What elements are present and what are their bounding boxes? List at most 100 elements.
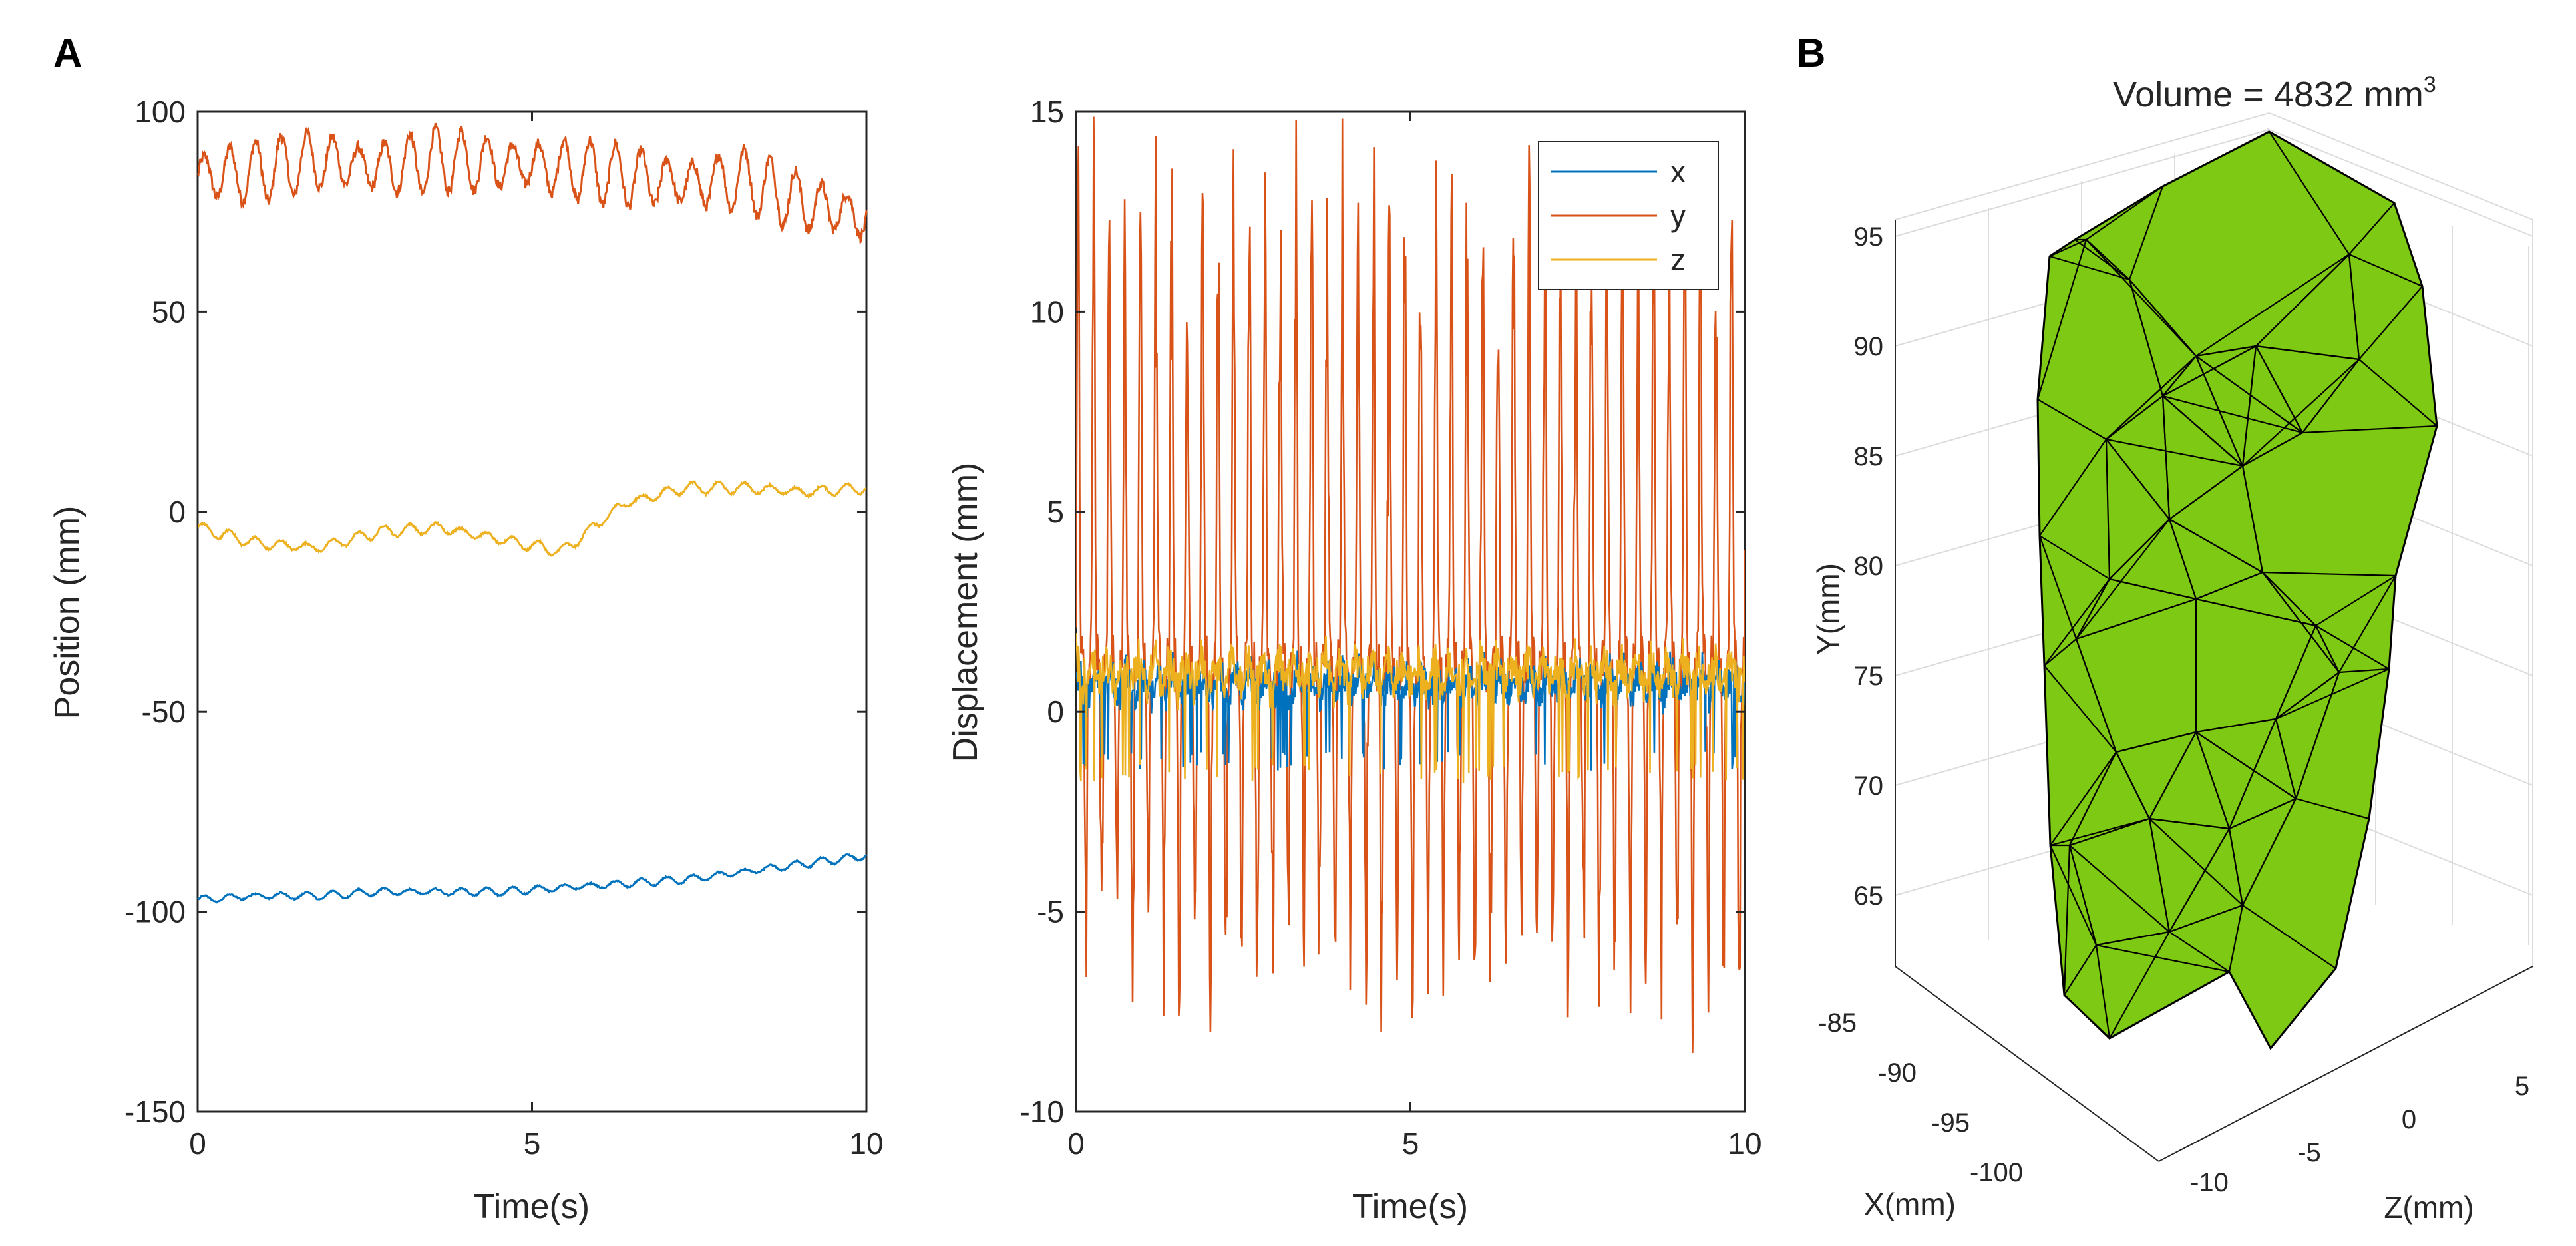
- position-xtick-label: 10: [849, 1126, 883, 1161]
- volume-title-text: Volume = 4832 mm: [2113, 75, 2424, 114]
- volume-mesh-edge: [2076, 578, 2110, 640]
- volume-mesh-edge: [2242, 905, 2336, 969]
- volume-mesh-edge: [2242, 359, 2360, 467]
- position-xtick-label: 0: [189, 1126, 206, 1161]
- displacement-series-group: [1076, 116, 1745, 1054]
- volume-mesh-edge: [2149, 818, 2243, 906]
- volume-mesh-edge: [2358, 286, 2423, 360]
- volume-mesh-edge: [2169, 519, 2263, 573]
- volume-mesh-edge: [2068, 845, 2098, 946]
- volume-mesh-edge: [2076, 519, 2170, 640]
- volume-y-label: Y(mm): [1811, 563, 1845, 655]
- displacement-xtick-label: 5: [1402, 1126, 1419, 1161]
- volume-mesh-edge: [2069, 845, 2170, 933]
- volume-mesh-edge: [2195, 731, 2231, 829]
- displacement-ytick-label: -5: [1037, 895, 1064, 929]
- volume-mesh-edge: [2269, 131, 2350, 255]
- volume-mesh-edge: [2044, 665, 2117, 753]
- position-ytick-label: -100: [124, 895, 186, 929]
- volume-ytick-label: 70: [1854, 771, 1884, 801]
- volume-mesh-edge: [2195, 731, 2297, 799]
- volume-mesh-edge: [2295, 672, 2340, 799]
- displacement-series-line-y: [1076, 116, 1745, 1054]
- volume-mesh-edge: [2044, 638, 2077, 666]
- displacement-ytick-label: 10: [1030, 294, 1064, 329]
- volume-mesh-edge: [2148, 818, 2171, 933]
- volume-mesh: [2036, 130, 2438, 1050]
- volume-mesh-edge: [2169, 904, 2243, 933]
- volume-mesh-edge: [2037, 399, 2107, 440]
- volume-mesh-edge: [2036, 239, 2088, 400]
- volume-mesh-edge: [2106, 438, 2243, 467]
- position-xtick-label: 5: [524, 1126, 541, 1161]
- volume-mesh-edge: [2096, 931, 2170, 946]
- volume-mesh-edge: [2149, 731, 2197, 819]
- volume-mesh-edge: [2161, 395, 2171, 520]
- position-y-label: Position (mm): [48, 506, 87, 720]
- position-ytick-label: 0: [168, 495, 186, 529]
- legend-label-y: y: [1670, 198, 1686, 233]
- volume-xtick-label: -90: [1878, 1058, 1917, 1088]
- volume-title: Volume = 4832 mm3: [2113, 72, 2436, 114]
- displacement-y-label: Displacement (mm): [946, 463, 985, 763]
- volume-mesh-edge: [2050, 845, 2097, 946]
- displacement-ytick-label: 0: [1047, 694, 1064, 729]
- volume-mesh-edge: [2195, 345, 2257, 357]
- volume-mesh-edge: [2086, 239, 2130, 280]
- displacement-ytick-label: -10: [1020, 1094, 1064, 1129]
- volume-mesh-edge: [2228, 905, 2244, 972]
- volume-mesh-edge: [2076, 598, 2197, 640]
- volume-mesh-edge: [2275, 718, 2297, 799]
- position-ytick-label: 100: [134, 95, 186, 129]
- volume-mesh-edge: [2069, 751, 2117, 846]
- volume-mesh-edge: [2109, 578, 2197, 600]
- volume-z-label: Z(mm): [2384, 1190, 2474, 1225]
- volume-mesh-edge: [2338, 575, 2396, 673]
- volume-mesh-edge: [2348, 202, 2395, 255]
- volume-mesh-edge: [2358, 359, 2438, 427]
- volume-xtick-label: -100: [1970, 1158, 2023, 1187]
- volume-mesh-edge: [2116, 751, 2150, 819]
- volume-mesh-edge: [2228, 718, 2277, 829]
- volume-mesh-edge: [2106, 439, 2170, 520]
- position-axis-ticks: -150 -100 -50 0 50 100 0 5 10: [124, 95, 884, 1161]
- volume-mesh-edge: [2241, 465, 2264, 573]
- volume-mesh-edge: [2038, 535, 2078, 640]
- volume-mesh-edge: [2255, 345, 2303, 433]
- volume-mesh-edge: [2109, 931, 2170, 1039]
- volume-mesh-edge: [2275, 625, 2317, 720]
- position-series-line-1: [197, 480, 867, 557]
- volume-mesh-edge: [2069, 817, 2150, 847]
- volume-mesh-edge: [2262, 571, 2396, 577]
- panel-label-a: A: [53, 31, 82, 75]
- volume-mesh-edge: [2241, 345, 2257, 467]
- volume-ztick-label: -5: [2297, 1138, 2321, 1167]
- volume-mesh-edge: [2105, 439, 2111, 580]
- volume-grid-edge: [1895, 112, 2270, 220]
- position-plot-area: [196, 110, 868, 1113]
- volume-grid-line: [2269, 129, 2533, 237]
- volume-mesh-edge: [2195, 355, 2303, 433]
- volume-ytick-label: 65: [1854, 881, 1884, 911]
- displacement-x-label: Time(s): [1352, 1187, 1468, 1226]
- volume-mesh-edge: [2315, 625, 2390, 670]
- position-series-group: [196, 122, 868, 904]
- volume-mesh-edge: [2050, 751, 2117, 846]
- volume-ztick-label: -10: [2190, 1168, 2229, 1197]
- volume-ytick-label: 80: [1854, 552, 1884, 581]
- volume-mesh-edge: [2162, 395, 2243, 467]
- volume-ytick-label: 85: [1854, 442, 1884, 471]
- volume-mesh-edge: [2063, 845, 2071, 996]
- volume-mesh-edge: [2128, 279, 2164, 397]
- volume-mesh-edge: [2195, 254, 2350, 357]
- displacement-axis-ticks: -10 -5 0 5 10 15 0 5 10: [1020, 95, 1762, 1161]
- displacement-ytick-label: 15: [1030, 95, 1064, 129]
- volume-axis-edge: [2158, 966, 2533, 1162]
- volume-ytick-label: 90: [1854, 332, 1884, 361]
- volume-mesh-edge: [2255, 254, 2350, 347]
- volume-mesh-edge: [2049, 255, 2130, 281]
- volume-mesh-edge: [2116, 731, 2197, 753]
- volume-3d-chart: 65 70 75 80 85 90 95 -85 -90 -95-100 -10 -5 0 5 Volum…: [1811, 72, 2533, 1225]
- volume-x-label: X(mm): [1864, 1187, 1956, 1221]
- volume-mesh-edge: [2106, 355, 2197, 440]
